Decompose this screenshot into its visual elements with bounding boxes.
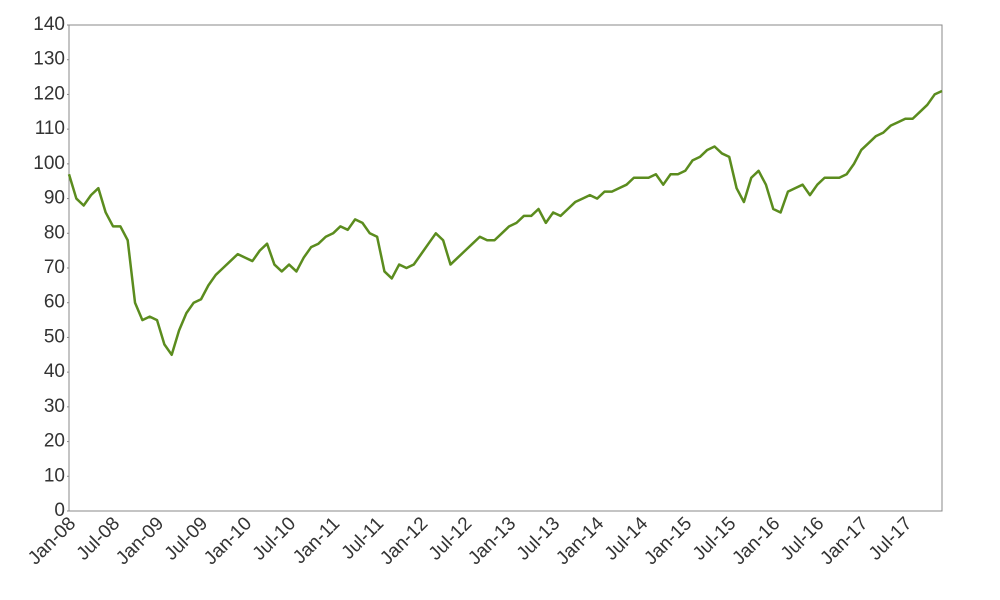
y-tick-label: 30	[44, 396, 65, 417]
y-tick-label: 80	[44, 222, 65, 243]
y-tick-label: 70	[44, 257, 65, 278]
plot-frame	[68, 24, 943, 512]
x-tick-label: Jan-08	[24, 513, 80, 569]
x-tick-label: Jan-17	[816, 513, 872, 569]
x-tick-label: Jan-09	[112, 513, 168, 569]
y-tick-label: 50	[44, 326, 65, 347]
y-tick-label: 0	[54, 500, 65, 521]
y-tick-label: 120	[33, 83, 65, 104]
y-tick-label: 140	[33, 14, 65, 35]
x-tick-label: Jan-12	[376, 513, 432, 569]
x-tick-label: Jul-17	[865, 513, 916, 564]
y-tick-label: 110	[35, 118, 65, 139]
y-tick-label: 130	[33, 49, 65, 70]
y-tick-label: 20	[44, 431, 65, 452]
x-tick-label: Jan-13	[464, 513, 520, 569]
x-tick-label: Jan-10	[200, 513, 256, 569]
y-tick-label: 90	[44, 188, 65, 209]
y-tick-label: 100	[33, 153, 65, 174]
x-tick-label: Jan-11	[289, 513, 344, 568]
x-tick-label: Jan-16	[728, 513, 784, 569]
x-tick-label: Jan-15	[640, 513, 696, 569]
y-tick-label: 40	[44, 361, 65, 382]
y-tick-label: 10	[44, 465, 65, 486]
data-line	[67, 89, 943, 357]
x-tick-label: Jan-14	[552, 513, 608, 569]
y-tick-label: 60	[44, 292, 65, 313]
